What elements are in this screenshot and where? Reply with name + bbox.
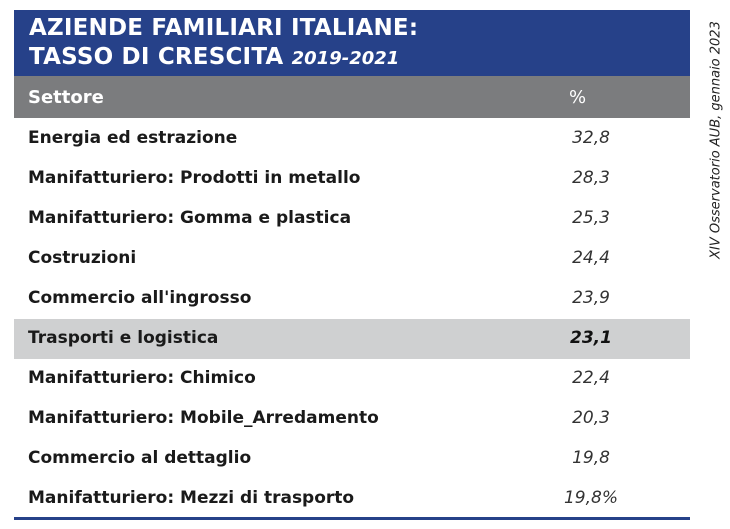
- row-label: Costruzioni: [28, 248, 137, 268]
- title-line-2: TASSO DI CRESCITA 2019-2021: [29, 43, 690, 73]
- row-label: Commercio all'ingrosso: [28, 288, 252, 308]
- row-value: 19,8: [572, 448, 610, 468]
- row-value: 28,3: [572, 168, 610, 188]
- table-body: Energia ed estrazione 32,8 Manifatturier…: [14, 119, 690, 519]
- table-row: Manifatturiero: Mezzi di trasporto 19,8%: [14, 479, 690, 519]
- table-row: Manifatturiero: Gomma e plastica 25,3: [14, 199, 690, 239]
- row-value: 19,8%: [563, 488, 618, 508]
- row-label: Trasporti e logistica: [28, 328, 219, 348]
- row-value: 24,4: [572, 248, 610, 268]
- title-year: 2019-2021: [291, 48, 400, 69]
- row-label: Manifatturiero: Prodotti in metallo: [28, 168, 361, 188]
- table-title-banner: AZIENDE FAMILIARI ITALIANE: TASSO DI CRE…: [14, 10, 690, 76]
- table-row: Commercio all'ingrosso 23,9: [14, 279, 690, 319]
- row-label: Energia ed estrazione: [28, 128, 238, 148]
- title-line-1: AZIENDE FAMILIARI ITALIANE:: [29, 15, 419, 41]
- table-row: Manifatturiero: Chimico 22,4: [14, 359, 690, 399]
- bottom-divider: [14, 517, 690, 520]
- source-note: XIV Osservatorio AUB, gennaio 2023: [708, 21, 724, 259]
- row-value: 23,1: [570, 328, 612, 348]
- row-value: 25,3: [572, 208, 610, 228]
- column-header-sector: Settore: [28, 87, 104, 108]
- row-label: Manifatturiero: Mobile_Arredamento: [28, 408, 379, 428]
- row-value: 23,9: [572, 288, 610, 308]
- row-label: Manifatturiero: Chimico: [28, 368, 256, 388]
- table-row: Manifatturiero: Prodotti in metallo 28,3: [14, 159, 690, 199]
- title-text: TASSO DI CRESCITA: [29, 44, 284, 70]
- row-value: 22,4: [572, 368, 610, 388]
- row-label: Commercio al dettaglio: [28, 448, 252, 468]
- row-value: 20,3: [572, 408, 610, 428]
- table-row-highlighted: Trasporti e logistica 23,1: [14, 319, 690, 359]
- table-row: Commercio al dettaglio 19,8: [14, 439, 690, 479]
- table-row: Costruzioni 24,4: [14, 239, 690, 279]
- column-header-percent: %: [569, 87, 587, 108]
- row-label: Manifatturiero: Mezzi di trasporto: [28, 488, 355, 508]
- row-value: 32,8: [572, 128, 610, 148]
- table-row: Manifatturiero: Mobile_Arredamento 20,3: [14, 399, 690, 439]
- column-header-row: Settore %: [14, 76, 690, 118]
- row-label: Manifatturiero: Gomma e plastica: [28, 208, 352, 228]
- table-row: Energia ed estrazione 32,8: [14, 119, 690, 159]
